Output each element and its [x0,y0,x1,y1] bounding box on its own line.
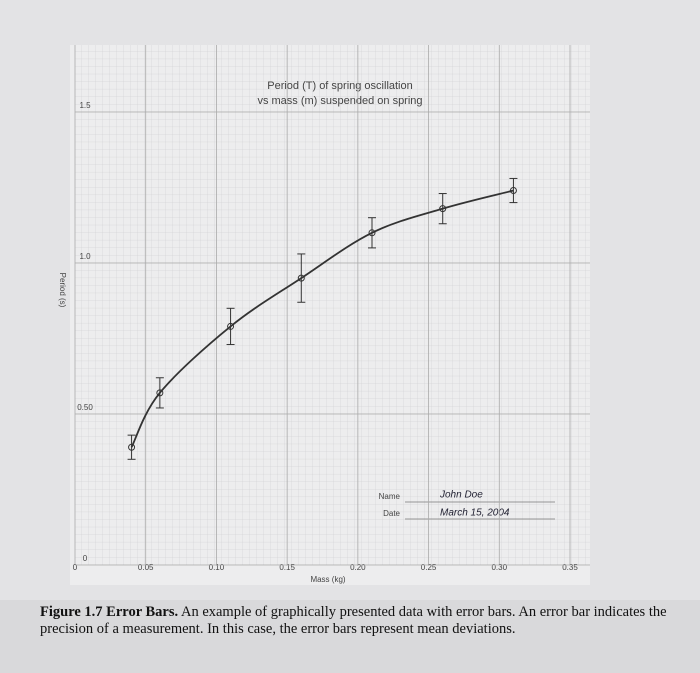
data-point [297,274,305,282]
x-tick-label: 0.35 [562,563,578,572]
chart-title: Period (T) of spring oscillation [267,80,413,92]
date-label: Date [383,509,400,518]
caption-text: An example of graphically presented data… [40,604,667,637]
x-tick-label: 0.15 [279,563,295,572]
data-point [128,443,136,451]
data-point [368,229,376,237]
x-tick-label: 0.25 [421,563,437,572]
y-tick-label: 0 [83,554,88,563]
data-point [509,187,517,195]
x-tick-label: 0.20 [350,563,366,572]
y-tick-label: 1.0 [79,252,91,261]
name-label: Name [379,492,401,501]
y-tick-label: 0.50 [77,403,93,412]
x-axis-label: Mass (kg) [310,575,345,584]
data-point [227,322,235,330]
chart: Period (T) of spring oscillation vs mass… [57,45,590,585]
chart-title: vs mass (m) suspended on spring [257,95,422,107]
name-value: John Doe [439,490,483,501]
x-tick-label: 0.10 [209,563,225,572]
x-tick-label: 0.30 [491,563,507,572]
caption: Figure 1.7 Error Bars. An example of gra… [40,604,680,638]
y-tick-label: 1.5 [79,101,91,110]
data-point [156,389,164,397]
data-point [439,205,447,213]
x-tick-label: 0 [73,563,78,572]
caption-label: Figure 1.7 Error Bars. [40,604,179,620]
date-value: March 15, 2004 [440,508,510,519]
fine-grid [75,45,590,565]
y-axis-label: Period (s) [58,273,67,308]
x-tick-label: 0.05 [138,563,154,572]
